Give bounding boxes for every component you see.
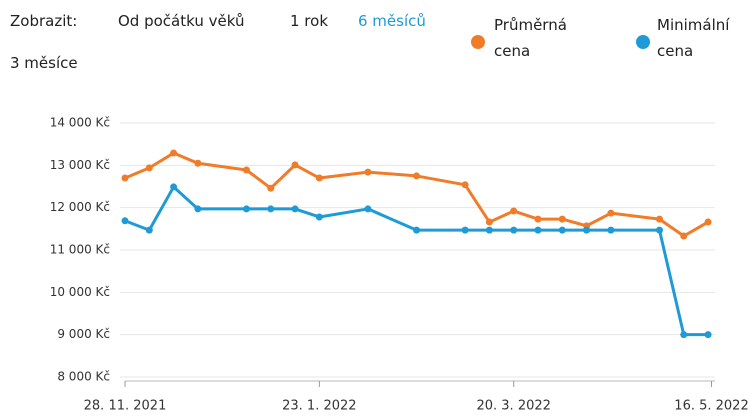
y-tick-label: 10 000 Kč <box>50 285 110 299</box>
data-point <box>364 168 372 176</box>
data-point <box>267 184 275 192</box>
y-tick-label: 9 000 Kč <box>57 327 110 341</box>
filter-label: Zobrazit: <box>10 12 78 30</box>
data-point <box>485 226 493 234</box>
data-point <box>558 226 566 234</box>
data-point <box>534 215 542 223</box>
data-point <box>680 232 688 240</box>
filter-option[interactable]: Od počátku věků <box>118 12 245 30</box>
y-tick-label: 12 000 Kč <box>50 200 110 214</box>
data-point <box>413 226 421 234</box>
legend-marker <box>636 35 650 49</box>
data-point <box>510 207 518 215</box>
data-point <box>267 205 275 213</box>
data-point <box>291 161 299 169</box>
data-point <box>121 174 129 182</box>
data-point <box>170 149 178 157</box>
data-point <box>704 218 712 226</box>
data-point <box>704 331 712 339</box>
filter-option[interactable]: 3 měsíce <box>10 54 78 72</box>
data-point <box>194 159 202 167</box>
data-point <box>558 215 566 223</box>
data-point <box>607 226 615 234</box>
data-point <box>242 205 250 213</box>
data-point <box>485 218 493 226</box>
data-point <box>413 172 421 180</box>
x-tick-label: 16. 5. 2022 <box>674 399 748 414</box>
line-series <box>124 185 709 337</box>
data-point <box>461 181 469 189</box>
data-point <box>510 226 518 234</box>
legend-label: Průměrná cena <box>494 16 567 60</box>
x-tick-label: 28. 11. 2021 <box>84 399 167 414</box>
data-point <box>364 205 372 213</box>
x-tick-label: 23. 1. 2022 <box>282 399 356 414</box>
data-point <box>655 226 663 234</box>
data-point <box>534 226 542 234</box>
data-point <box>315 174 323 182</box>
legend-marker <box>471 35 485 49</box>
line-series <box>124 151 709 238</box>
data-point <box>461 226 469 234</box>
y-tick-label: 13 000 Kč <box>50 158 110 172</box>
filter-option[interactable]: 6 měsíců <box>358 12 426 30</box>
data-point <box>583 226 591 234</box>
data-point <box>121 217 129 225</box>
data-point <box>194 205 202 213</box>
data-point <box>607 209 615 217</box>
filter-option[interactable]: 1 rok <box>290 12 329 30</box>
y-tick-label: 14 000 Kč <box>50 116 110 130</box>
data-point <box>655 215 663 223</box>
data-point <box>680 331 688 339</box>
data-point <box>145 164 153 172</box>
x-tick-label: 20. 3. 2022 <box>476 399 550 414</box>
data-point <box>242 166 250 174</box>
data-point <box>170 183 178 191</box>
y-tick-label: 11 000 Kč <box>50 243 110 257</box>
data-point <box>145 226 153 234</box>
legend-label: Minimální cena <box>657 16 730 60</box>
y-tick-label: 8 000 Kč <box>57 370 110 384</box>
data-point <box>291 205 299 213</box>
data-point <box>315 213 323 221</box>
